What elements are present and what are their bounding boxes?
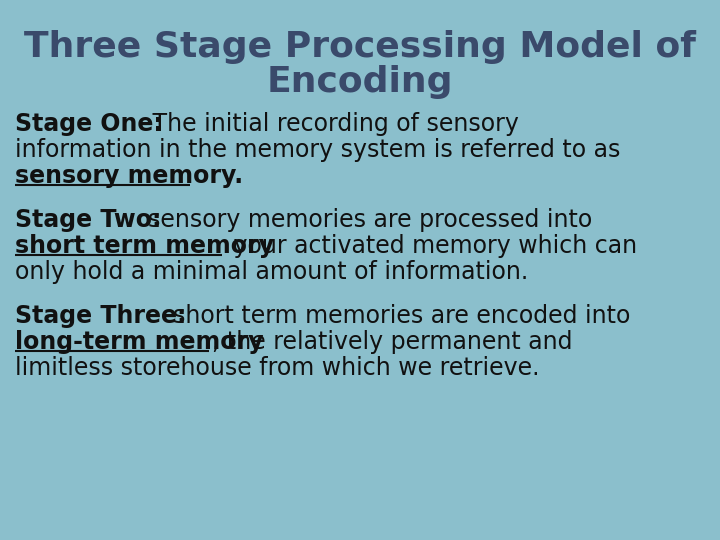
Text: sensory memories are processed into: sensory memories are processed into — [133, 208, 593, 232]
Text: only hold a minimal amount of information.: only hold a minimal amount of informatio… — [15, 260, 528, 284]
Text: information in the memory system is referred to as: information in the memory system is refe… — [15, 138, 621, 162]
Text: short term memory: short term memory — [15, 234, 274, 258]
Text: The initial recording of sensory: The initial recording of sensory — [145, 112, 519, 136]
Text: limitless storehouse from which we retrieve.: limitless storehouse from which we retri… — [15, 356, 539, 380]
Text: long-term memory: long-term memory — [15, 330, 264, 354]
Text: Stage Two:: Stage Two: — [15, 208, 161, 232]
Text: short term memories are encoded into: short term memories are encoded into — [158, 304, 631, 328]
Text: Encoding: Encoding — [266, 65, 454, 99]
Text: Stage One:: Stage One: — [15, 112, 163, 136]
Text: Stage Three:: Stage Three: — [15, 304, 186, 328]
Text: sensory memory.: sensory memory. — [15, 164, 243, 188]
Text: Three Stage Processing Model of: Three Stage Processing Model of — [24, 30, 696, 64]
Text: , the relatively permanent and: , the relatively permanent and — [212, 330, 572, 354]
Text: your activated memory which can: your activated memory which can — [226, 234, 637, 258]
